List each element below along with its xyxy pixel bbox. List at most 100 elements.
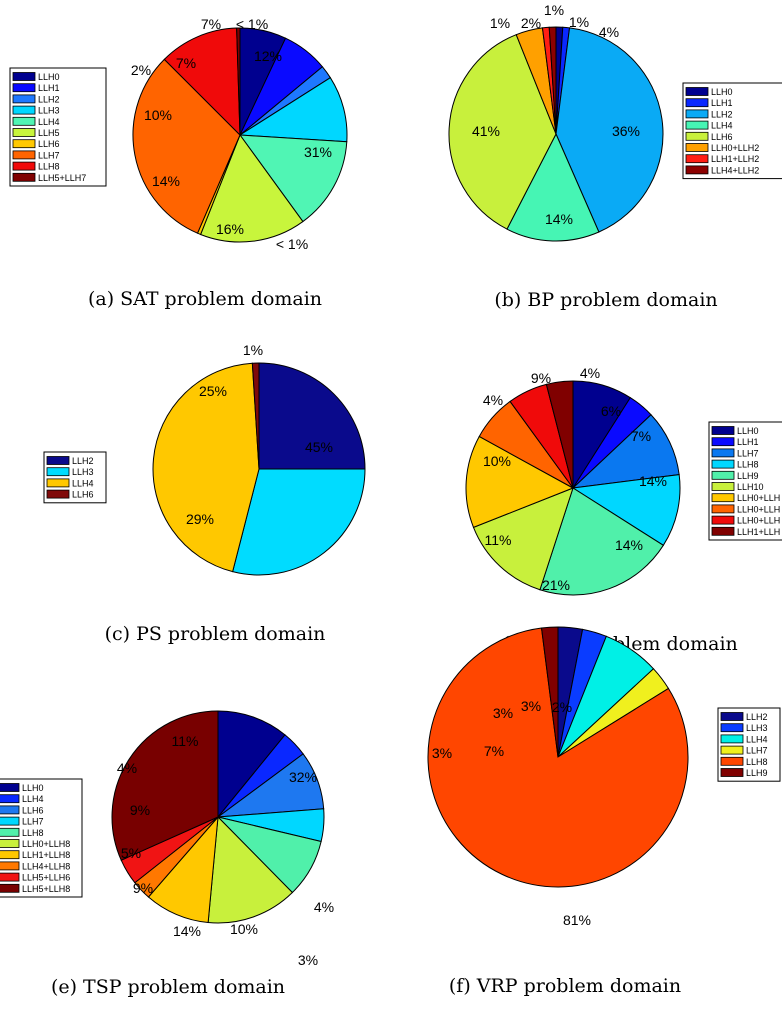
slice-label: 14% <box>615 537 643 553</box>
legend-label: LLH0+LLH <box>737 504 780 514</box>
legend-label: LLH0+LLH <box>737 493 780 503</box>
slice-label: 3% <box>298 952 318 968</box>
slice-label: 31% <box>304 144 332 160</box>
slice-label: 2% <box>521 15 541 31</box>
slice-label: 14% <box>639 473 667 489</box>
slice-label: 7% <box>176 55 196 71</box>
slice-label: 3% <box>432 745 452 761</box>
legend-label: LLH1+LLH2 <box>711 154 759 164</box>
legend-swatch <box>720 756 744 766</box>
legend-label: LLH0+LLH <box>737 516 780 526</box>
legend-label: LLH0 <box>22 783 44 793</box>
panel-caption: (c) PS problem domain <box>105 623 326 645</box>
legend-swatch <box>711 437 735 447</box>
slice-label: 21% <box>542 577 570 593</box>
legend-swatch <box>711 493 735 503</box>
legend-swatch <box>685 109 709 119</box>
legend-label: LLH3 <box>746 723 768 733</box>
legend-swatch <box>46 478 70 488</box>
legend-swatch <box>720 745 744 755</box>
slice-label: 1% <box>490 15 510 31</box>
pie-slice-llh8 <box>427 627 689 888</box>
legend-label: LLH7 <box>22 817 44 827</box>
legend-swatch <box>0 805 20 815</box>
legend-swatch <box>685 131 709 141</box>
legend-label: LLH0+LLH2 <box>711 143 759 153</box>
legend-swatch <box>12 116 36 126</box>
legend-label: LLH9 <box>737 471 759 481</box>
slice-label: 81% <box>563 912 591 928</box>
pie-slice-llh6 <box>448 34 557 230</box>
slice-label: 1% <box>544 2 564 18</box>
legend-label: LLH3 <box>38 106 60 116</box>
slice-label: 4% <box>599 24 619 40</box>
legend-label: LLH6 <box>72 490 94 500</box>
legend-label: LLH5+LLH8 <box>22 884 70 894</box>
legend-label: LLH0 <box>737 426 759 436</box>
legend-label: LLH4+LLH2 <box>711 165 759 175</box>
pie-panel-2: 1%41%14%36%4%1%1%2%LLH0LLH1LLH2LLH4LLH6L… <box>448 2 782 311</box>
legend-label: LLH4+LLH8 <box>22 861 70 871</box>
slice-label: 4% <box>314 899 334 915</box>
slice-label: 14% <box>152 173 180 189</box>
legend-label: LLH2 <box>746 712 768 722</box>
legend-label: LLH0 <box>38 72 60 82</box>
slice-label: 10% <box>483 453 511 469</box>
slice-label: 1% <box>243 342 263 358</box>
legend-label: LLH4 <box>38 117 60 127</box>
legend-label: LLH5+LLH7 <box>38 173 86 183</box>
slice-label: 2% <box>131 62 151 78</box>
legend-label: LLH9 <box>746 768 768 778</box>
slice-label: 4% <box>117 760 137 776</box>
slice-label: 45% <box>305 439 333 455</box>
slice-label: 5% <box>121 845 141 861</box>
slice-label: 14% <box>545 211 573 227</box>
slice-label: 12% <box>254 48 282 64</box>
legend-label: LLH8 <box>22 828 44 838</box>
legend-swatch <box>46 456 70 465</box>
slice-label: 2% <box>552 699 572 715</box>
slice-label: 7% <box>484 743 504 759</box>
legend-label: LLH1+LLH <box>737 527 780 537</box>
slice-label: 3% <box>493 705 513 721</box>
pie-slice-llh4-llh2 <box>548 26 557 135</box>
pie-slice-llh8 <box>163 27 241 137</box>
slice-label: 4% <box>483 392 503 408</box>
pie-panel-1: 7%7%2%10%14%16%< 1%31%12%< 1%LLH0LLH1LLH… <box>9 16 348 310</box>
slice-label: < 1% <box>236 16 268 32</box>
legend-swatch <box>0 883 20 893</box>
legend-label: LLH6 <box>22 805 44 815</box>
legend-label: LLH4 <box>22 794 44 804</box>
legend-label: LLH0 <box>711 87 733 97</box>
legend-swatch <box>0 861 20 871</box>
pie-slice-llh5-llh7 <box>236 27 241 136</box>
slice-label: 16% <box>216 221 244 237</box>
legend-swatch <box>711 515 735 525</box>
panel-caption: (e) TSP problem domain <box>51 976 285 998</box>
legend-swatch <box>12 83 36 93</box>
pie-slice-llh2 <box>258 362 366 470</box>
pie-slice-llh1-llh <box>545 380 574 489</box>
pie-slice-llh5 <box>199 133 304 243</box>
legend-swatch <box>46 489 70 499</box>
slice-label: 9% <box>130 802 150 818</box>
legend-swatch <box>711 504 735 514</box>
legend-label: LLH10 <box>737 482 764 492</box>
pie-slice-llh7 <box>132 58 241 234</box>
pie-slice-llh0 <box>217 710 286 819</box>
legend-label: LLH1+LLH8 <box>22 850 70 860</box>
legend-swatch <box>12 94 36 104</box>
legend-label: LLH1 <box>711 98 733 108</box>
slice-label: 7% <box>201 16 221 32</box>
slice-label: 11% <box>485 532 512 548</box>
slice-label: 10% <box>144 107 172 123</box>
legend-swatch <box>12 139 36 149</box>
legend-swatch <box>711 526 735 536</box>
legend-label: LLH7 <box>746 746 768 756</box>
pie-slice-llh3 <box>232 468 366 576</box>
